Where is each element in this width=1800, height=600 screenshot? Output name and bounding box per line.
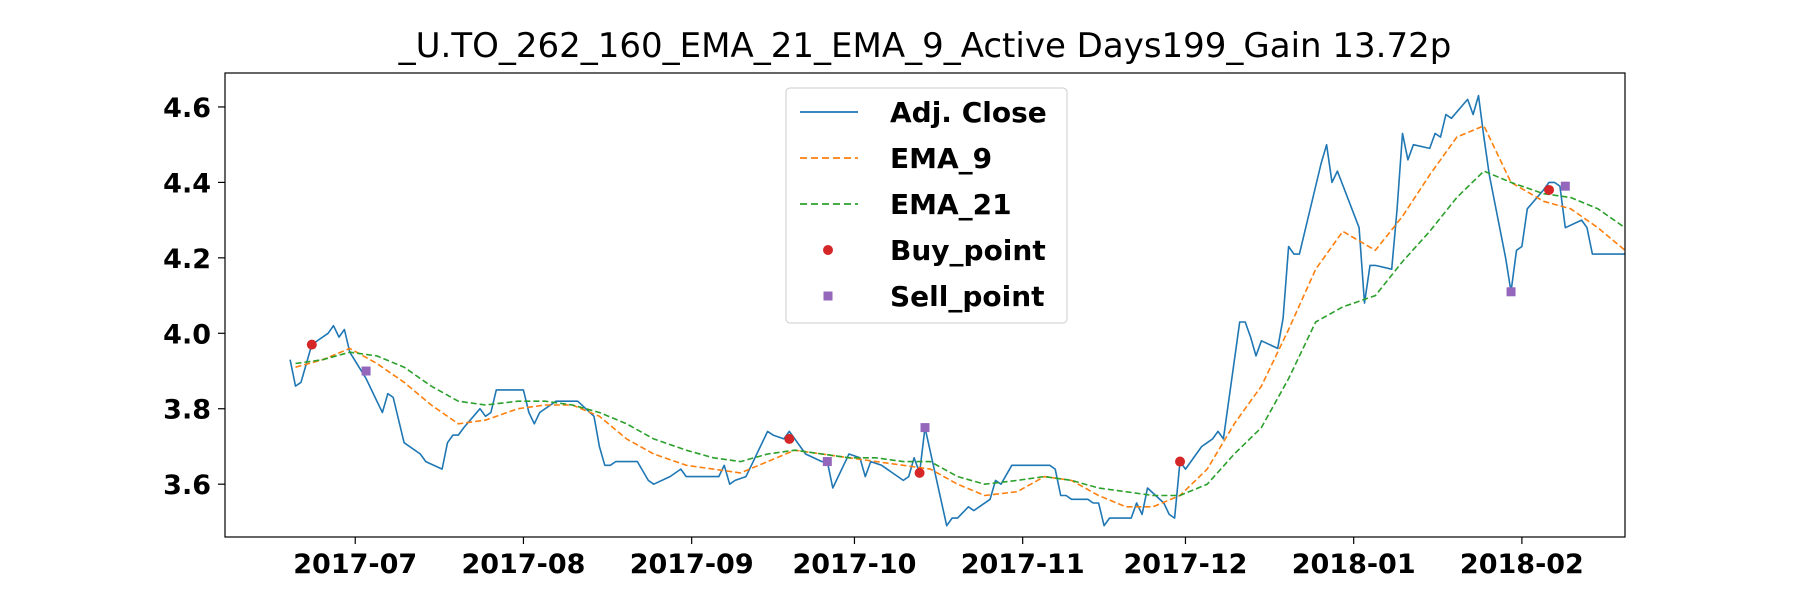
legend: Adj. Close EMA_9 EMA_21 Buy_point Sell_point [785, 87, 1068, 324]
sell-point-marker [920, 423, 930, 433]
series-buy-point [306, 184, 1555, 478]
x-tick-label: 2017-11 [961, 549, 1085, 580]
legend-label: Buy_point [890, 234, 1046, 267]
sell-point-marker [1560, 181, 1570, 191]
x-axis: 2017-07 2017-08 2017-09 2017-10 2017-11 2017-… [293, 537, 1584, 580]
y-tick-label: 4.4 [163, 168, 211, 199]
legend-item-buy-point: Buy_point [823, 234, 1046, 267]
x-tick-label: 2017-12 [1123, 549, 1247, 580]
legend-label: EMA_21 [890, 188, 1012, 221]
series-layer [289, 94, 1626, 527]
legend-item-sell-point: Sell_point [823, 280, 1045, 313]
legend-label: Sell_point [890, 280, 1045, 313]
legend-label: EMA_9 [890, 142, 992, 175]
x-tick-label: 2017-08 [461, 549, 585, 580]
buy-point-marker [914, 467, 925, 478]
legend-label: Adj. Close [890, 96, 1047, 129]
buy-point-marker [784, 433, 795, 444]
buy-point-marker [1544, 184, 1555, 195]
legend-item-adj-close: Adj. Close [800, 96, 1047, 129]
x-tick-label: 2017-09 [630, 549, 754, 580]
x-tick-label: 2017-07 [293, 549, 417, 580]
legend-swatch [823, 291, 833, 301]
sell-point-marker [361, 366, 371, 376]
series-adj-close [289, 94, 1625, 527]
x-tick-label: 2018-01 [1292, 549, 1416, 580]
x-tick-label: 2018-02 [1460, 549, 1584, 580]
y-tick-label: 3.8 [163, 395, 211, 426]
chart-title: _U.TO_262_160_EMA_21_EMA_9_Active Days19… [398, 26, 1452, 66]
y-tick-label: 4.2 [163, 244, 211, 275]
legend-item-ema-9: EMA_9 [800, 142, 992, 175]
series-ema-21 [295, 170, 1626, 497]
series-sell-point [361, 181, 1570, 467]
legend-box [785, 87, 1068, 324]
buy-point-marker [306, 339, 317, 350]
adj-close-line [289, 94, 1625, 527]
y-tick-label: 4.0 [163, 319, 211, 350]
plot-frame [224, 72, 1626, 538]
ema-21-line [295, 170, 1626, 497]
x-tick-label: 2017-10 [792, 549, 916, 580]
y-axis: 3.6 3.8 4.0 4.2 4.4 4.6 [163, 93, 225, 501]
buy-point-marker [1175, 456, 1186, 467]
sell-point-marker [1506, 287, 1516, 297]
sell-point-marker [822, 457, 832, 467]
y-tick-label: 4.6 [163, 93, 211, 124]
legend-item-ema-21: EMA_21 [800, 188, 1012, 221]
legend-swatch [823, 245, 833, 255]
y-tick-label: 3.6 [163, 470, 211, 501]
